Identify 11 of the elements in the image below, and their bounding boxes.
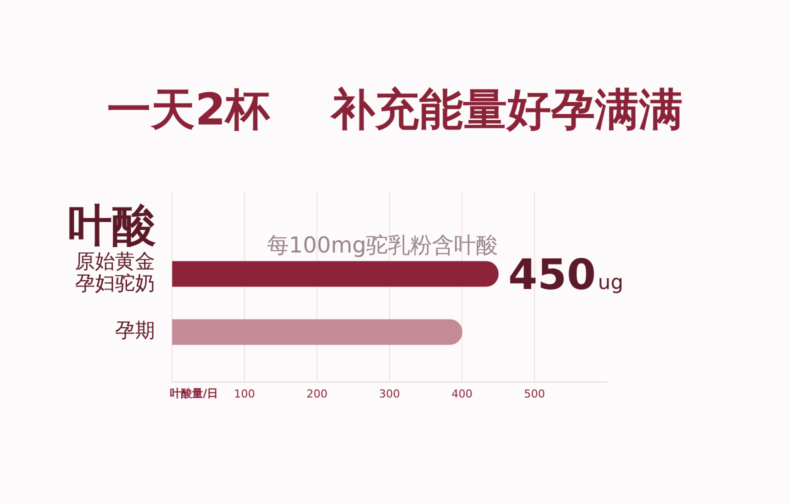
chart-title: 一天2杯 补充能量好孕满满 bbox=[107, 84, 683, 136]
y-axis-title: 叶酸 bbox=[68, 200, 156, 252]
x-axis-title: 叶酸量/日 bbox=[170, 386, 218, 400]
y-tick-label: 原始黄金孕妇驼奶 bbox=[75, 249, 155, 296]
x-tick-label: 300 bbox=[379, 387, 400, 400]
x-tick-label: 400 bbox=[452, 387, 472, 400]
x-tick-label: 200 bbox=[306, 387, 328, 400]
y-tick-label: 孕期 bbox=[115, 318, 155, 342]
annotation: 每100mg驼乳粉含叶酸 bbox=[266, 234, 498, 259]
x-tick-label: 100 bbox=[234, 387, 255, 400]
x-tick-label: 500 bbox=[524, 387, 545, 400]
